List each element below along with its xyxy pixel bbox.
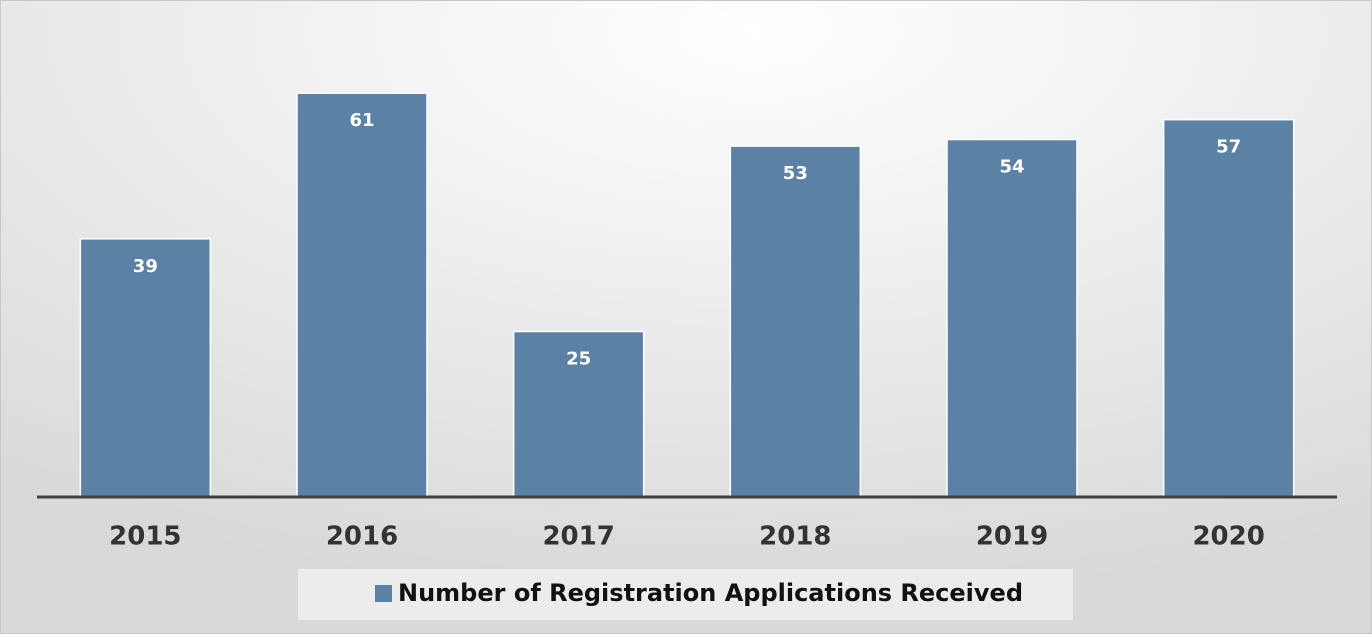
data-label: 61 [349,110,374,131]
bar [296,92,428,498]
x-tick-label: 2015 [109,522,181,552]
data-label: 39 [133,256,158,277]
data-label: 53 [783,163,808,184]
bar [946,138,1078,498]
legend-label: Number of Registration Applications Rece… [398,579,1023,607]
x-tick-label: 2017 [542,522,614,552]
bar [729,145,862,498]
legend-box [298,569,1073,620]
x-tick-label: 2019 [976,522,1048,552]
data-label: 57 [1216,137,1241,158]
x-tick-label: 2016 [326,522,398,552]
x-tick-label: 2020 [1192,522,1264,552]
bar [1162,118,1295,498]
legend-swatch [375,585,392,602]
data-label: 54 [999,157,1024,178]
data-label: 25 [566,349,591,370]
bar [512,330,645,498]
x-tick-label: 2018 [759,522,831,552]
bar [79,238,212,498]
